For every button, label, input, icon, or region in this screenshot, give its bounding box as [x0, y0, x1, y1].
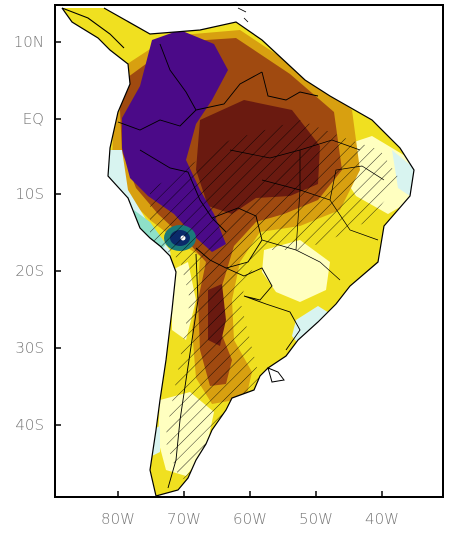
significance-hatching [150, 120, 400, 480]
lat-label-30s: 30S [15, 339, 44, 357]
border-colombia-venezuela [159, 43, 197, 111]
border-colombia-ecuador-peru [117, 109, 197, 131]
lon-label-80w: 80W [101, 510, 135, 528]
light-yellow-region-southeast [262, 240, 330, 302]
lon-label-50w: 50W [299, 510, 333, 528]
falklands [267, 367, 285, 383]
border-brazil-states-east [329, 165, 385, 201]
lat-label-10n: 10N [14, 33, 44, 51]
map-frame [54, 4, 444, 498]
central-america-coast [61, 7, 125, 49]
lon-label-40w: 40W [365, 510, 399, 528]
latitude-axis: 10N EQ 10S 20S 30S 40S [14, 33, 61, 434]
border-venezuela-brazil [195, 71, 263, 111]
borders-layer [61, 7, 415, 497]
lat-label-40s: 40S [15, 416, 44, 434]
pale-cyan-region-east-coast [392, 150, 414, 196]
lat-label-20s: 20S [15, 262, 44, 280]
border-brazil-states-south [261, 239, 341, 281]
border-chile-argentina [167, 253, 199, 489]
border-peru-brazil [139, 149, 227, 233]
lat-label-eq: EQ [23, 110, 44, 128]
longitude-axis: 80W 70W 60W 50W 40W [101, 491, 399, 528]
border-bolivia [195, 207, 263, 269]
border-paraguay [225, 267, 273, 301]
lon-label-60w: 60W [233, 510, 267, 528]
border-argentina-brazil-uruguay [243, 295, 301, 351]
lat-label-10s: 10S [15, 185, 44, 203]
lon-label-70w: 70W [167, 510, 201, 528]
coastline [61, 7, 415, 497]
map-panel [55, 5, 443, 497]
caribbean-islands [237, 7, 249, 23]
border-brazil-states-west [295, 150, 301, 251]
border-guianas [261, 71, 319, 101]
